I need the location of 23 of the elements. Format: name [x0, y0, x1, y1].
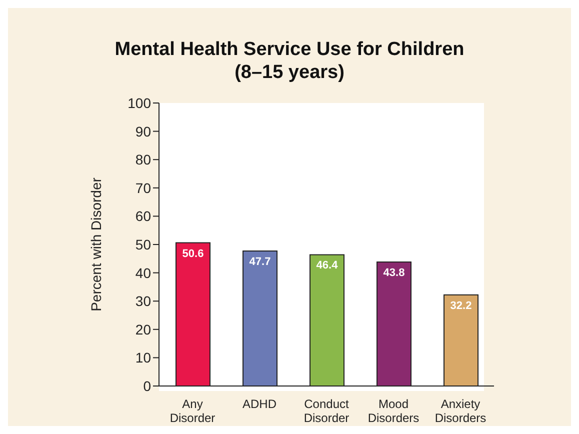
x-tick-label: ADHD	[242, 397, 277, 411]
y-tick-label: 80	[135, 152, 152, 168]
data-label: 32.2	[450, 300, 472, 312]
y-tick-label: 60	[135, 208, 152, 224]
y-tick-label: 30	[135, 293, 152, 310]
data-label: 47.7	[249, 256, 271, 268]
y-tick-label: 40	[135, 264, 152, 281]
y-tick-label: 50	[135, 236, 152, 252]
x-tick-label: Conduct Disorder	[304, 397, 350, 425]
x-tick-label: Any Disorder	[170, 397, 216, 425]
x-tick-label: Anxiety Disorders	[434, 397, 486, 425]
x-tick-label: Mood Disorders	[368, 397, 420, 425]
y-axis-title: Percent with Disorder	[88, 177, 104, 312]
chart-title: Mental Health Service Use for Children (8–15 years)	[114, 38, 466, 84]
data-label: 50.6	[182, 248, 204, 260]
y-tick-label: 10	[135, 350, 152, 366]
y-tick-label: 0	[143, 378, 152, 394]
data-label: 43.8	[383, 267, 405, 280]
y-tick-label: 100	[128, 94, 152, 111]
data-label: 46.4	[316, 260, 339, 272]
y-tick-label: 70	[135, 180, 152, 196]
y-tick-label: 90	[135, 123, 152, 140]
y-tick-label: 20	[135, 321, 152, 338]
